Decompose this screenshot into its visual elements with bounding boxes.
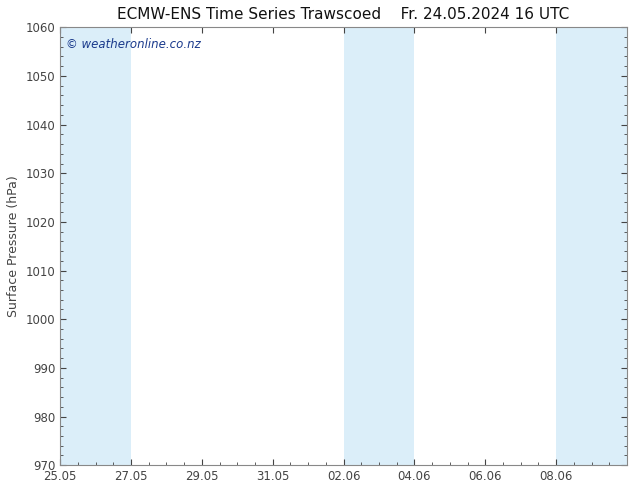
Bar: [60, 27, 131, 465]
Bar: [556, 27, 627, 465]
Y-axis label: Surface Pressure (hPa): Surface Pressure (hPa): [7, 175, 20, 317]
Bar: [344, 27, 415, 465]
Title: ECMW-ENS Time Series Trawscoed    Fr. 24.05.2024 16 UTC: ECMW-ENS Time Series Trawscoed Fr. 24.05…: [117, 7, 570, 22]
Text: © weatheronline.co.nz: © weatheronline.co.nz: [66, 38, 200, 51]
